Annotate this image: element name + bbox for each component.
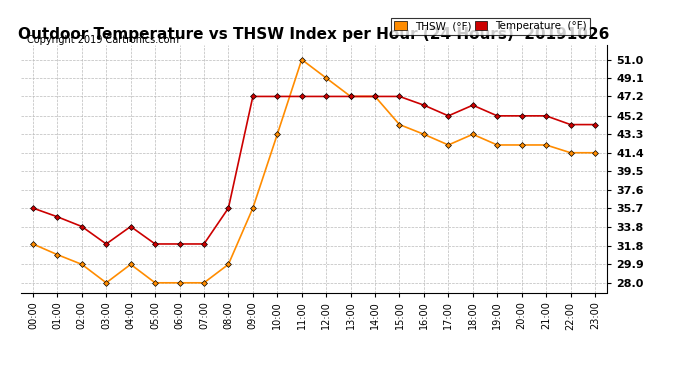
Legend: THSW  (°F), Temperature  (°F): THSW (°F), Temperature (°F) bbox=[391, 18, 590, 34]
Title: Outdoor Temperature vs THSW Index per Hour (24 Hours)  20191026: Outdoor Temperature vs THSW Index per Ho… bbox=[18, 27, 610, 42]
Text: Copyright 2019 Cartronics.com: Copyright 2019 Cartronics.com bbox=[26, 35, 179, 45]
